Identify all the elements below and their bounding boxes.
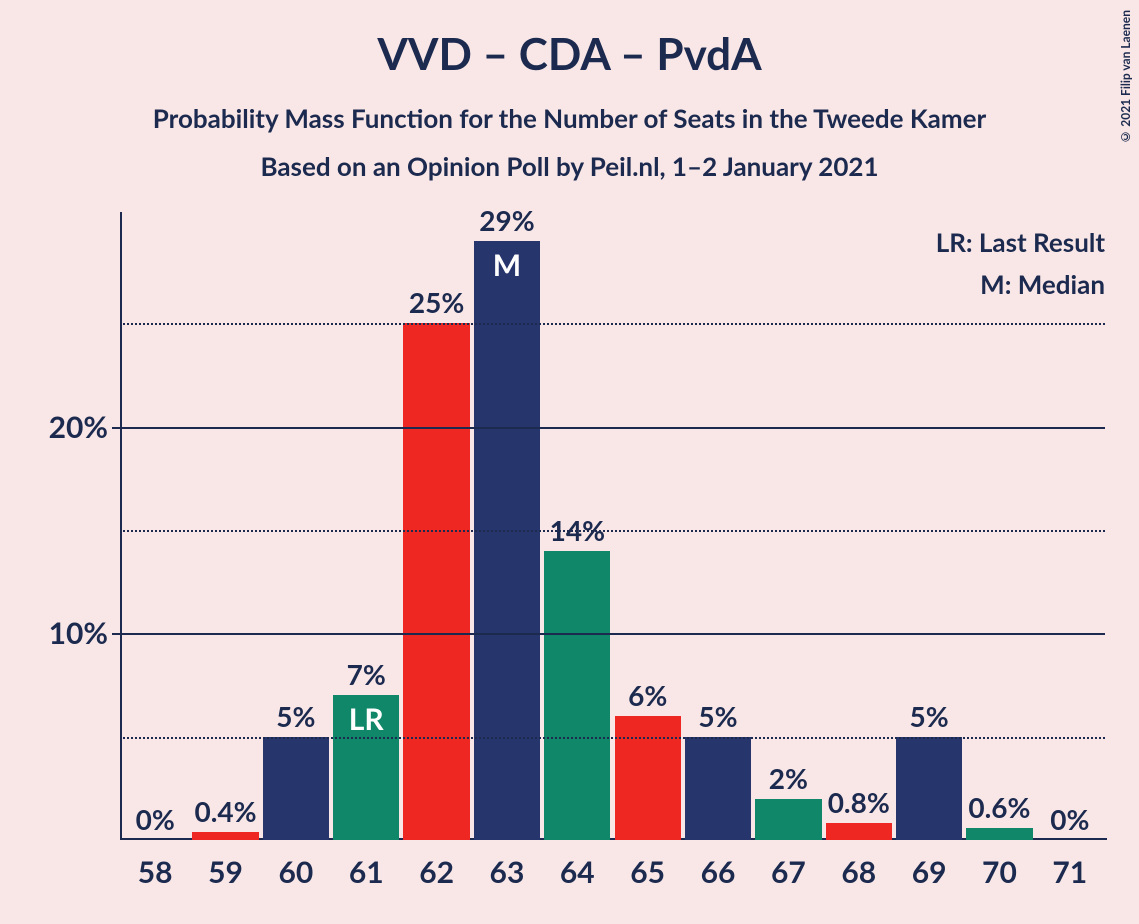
bar [192,832,258,840]
y-axis-label: 10% [49,615,120,651]
bar [544,551,610,840]
gridline-minor [120,737,1105,739]
x-axis-label: 62 [419,840,454,890]
bar [403,323,469,840]
gridline-minor [120,323,1105,325]
bar [755,799,821,840]
x-axis-label: 59 [208,840,243,890]
x-axis-label: 64 [560,840,595,890]
gridline-major [120,633,1105,635]
bar-value-label: 5% [910,699,949,737]
legend-m: M: Median [936,268,1105,300]
bar [615,716,681,840]
x-axis-label: 61 [349,840,384,890]
x-axis-label: 69 [912,840,947,890]
bar-value-label: 5% [276,699,315,737]
bar [685,737,751,840]
gridline-minor [120,530,1105,532]
bar [896,737,962,840]
x-axis-label: 63 [490,840,525,890]
x-axis-label: 65 [630,840,665,890]
chart-subtitle-2: Based on an Opinion Poll by Peil.nl, 1–2… [0,134,1139,182]
x-axis-label: 67 [771,840,806,890]
bar-value-label: 29% [479,203,534,241]
bar [826,823,892,840]
legend: LR: Last Result M: Median [936,226,1105,300]
bar-value-label: 0.8% [828,785,890,823]
bar-inner-label: LR [349,701,384,737]
chart-title: VVD – CDA – PvdA [0,0,1139,80]
gridline-major [120,427,1105,429]
bar [263,737,329,840]
bar-value-label: 6% [628,678,667,716]
x-axis-label: 70 [982,840,1017,890]
x-axis-label: 60 [278,840,313,890]
x-axis-label: 68 [841,840,876,890]
y-tick [112,633,120,635]
bar-value-label: 7% [347,657,386,695]
bar [474,241,540,840]
bar-value-label: 0% [136,802,175,840]
bar-value-label: 0.6% [968,790,1030,828]
x-axis-label: 66 [701,840,736,890]
chart-plot-area: 0%580.4%595%607%LR6125%6229%M6314%646%65… [120,220,1105,840]
bar-value-label: 2% [769,761,808,799]
bar-value-label: 25% [409,285,464,323]
bar-inner-label: M [493,247,521,283]
chart-subtitle-1: Probability Mass Function for the Number… [0,80,1139,134]
y-tick [112,427,120,429]
bar-value-label: 0% [1050,802,1089,840]
bar-value-label: 0.4% [194,794,256,832]
y-axis-label: 20% [49,409,120,445]
x-axis-label: 71 [1052,840,1087,890]
x-axis-label: 58 [138,840,173,890]
bar [966,828,1032,840]
bar-value-label: 5% [698,699,737,737]
copyright-text: © 2021 Filip van Laenen [1118,10,1133,145]
legend-lr: LR: Last Result [936,226,1105,258]
